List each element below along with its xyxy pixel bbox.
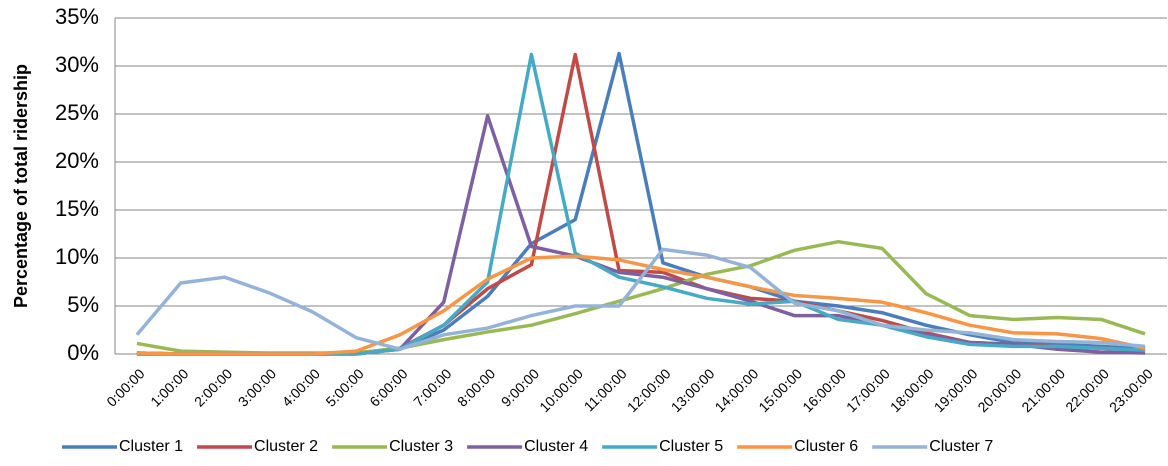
legend-label: Cluster 6	[794, 438, 858, 455]
x-tick-label: 10:00:00	[536, 365, 586, 415]
y-tick-label: 5%	[67, 292, 99, 317]
x-tick-label: 23:00:00	[1106, 365, 1156, 415]
x-tick-label: 11:00:00	[581, 365, 630, 414]
y-tick-label: 0%	[67, 340, 99, 365]
x-tick-label: 3:00:00	[235, 365, 279, 409]
y-tick-label: 35%	[55, 4, 99, 29]
legend-label: Cluster 5	[659, 438, 723, 455]
y-tick-label: 20%	[55, 148, 99, 173]
series-line	[136, 52, 1146, 356]
y-tick-label: 30%	[55, 52, 99, 77]
x-tick-label: 15:00:00	[755, 365, 805, 415]
series-line	[136, 52, 1146, 356]
x-tick-label: 14:00:00	[711, 365, 761, 415]
y-tick-label: 25%	[55, 100, 99, 125]
x-tick-label: 2:00:00	[191, 365, 235, 409]
legend-label: Cluster 4	[524, 438, 588, 455]
legend-label: Cluster 7	[929, 438, 993, 455]
x-tick-label: 6:00:00	[366, 365, 410, 409]
x-tick-label: 21:00:00	[1018, 365, 1068, 415]
series-line	[135, 247, 1146, 351]
x-tick-label: 5:00:00	[322, 365, 366, 409]
x-tick-label: 22:00:00	[1062, 365, 1112, 415]
series-line	[136, 51, 1146, 356]
legend-label: Cluster 3	[389, 438, 453, 455]
x-tick-label: 7:00:00	[410, 365, 454, 409]
legend-label: Cluster 1	[119, 438, 183, 455]
y-tick-label: 15%	[55, 196, 99, 221]
x-tick-label: 0:00:00	[103, 365, 147, 409]
x-tick-label: 20:00:00	[974, 365, 1024, 415]
legend: Cluster 1 Cluster 2 Cluster 3 Cluster 4 Clus…	[62, 438, 993, 455]
x-tick-label: 19:00:00	[931, 365, 981, 415]
series-line	[136, 254, 1146, 356]
y-tick-label: 10%	[55, 244, 99, 269]
x-tick-label: 12:00:00	[624, 365, 674, 415]
x-tick-label: 16:00:00	[799, 365, 849, 415]
x-tick-label: 1:00:00	[147, 365, 191, 409]
x-tick-label: 18:00:00	[887, 365, 937, 415]
x-tick-label: 13:00:00	[668, 365, 718, 415]
x-tick-label: 4:00:00	[279, 365, 323, 409]
y-axis-label: Percentage of total ridership	[11, 64, 31, 308]
legend-label: Cluster 2	[254, 438, 318, 455]
x-tick-label: 17:00:00	[843, 365, 893, 415]
x-tick-label: 8:00:00	[454, 365, 498, 409]
